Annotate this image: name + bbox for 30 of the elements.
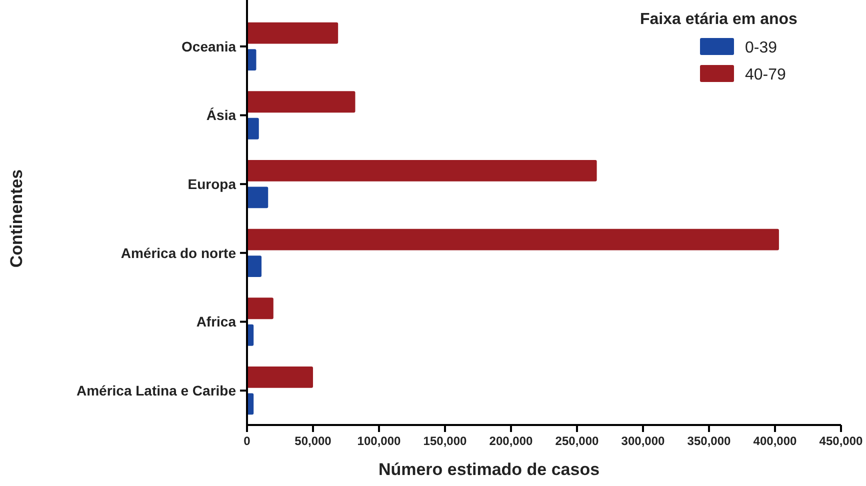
bar	[247, 186, 268, 208]
x-axis-title: Número estimado de casos	[378, 460, 600, 479]
legend-label: 0-39	[745, 40, 778, 57]
bar	[247, 118, 259, 140]
bar	[247, 256, 262, 278]
y-axis-title: Continentes	[7, 169, 26, 268]
x-tick-label: 0	[244, 434, 251, 448]
x-tick-label: 250,000	[555, 434, 600, 448]
x-tick-label: 150,000	[423, 434, 468, 448]
x-tick-label: 300,000	[621, 434, 666, 448]
legend-title: Faixa etária em anos	[640, 11, 798, 28]
y-tick-label: América Latina e Caribe	[76, 382, 236, 398]
x-tick-label: 200,000	[489, 434, 534, 448]
y-tick-label: América do norte	[120, 244, 236, 261]
bar	[247, 298, 274, 320]
bar	[247, 22, 338, 44]
x-tick-label: 50,000	[294, 434, 332, 448]
bar	[247, 160, 597, 182]
y-tick-label: Oceania	[182, 38, 236, 54]
x-tick-label: 450,000	[819, 434, 864, 448]
x-tick-label: 350,000	[687, 434, 732, 448]
y-tick-label: Ásia	[206, 107, 236, 124]
x-tick-label: 100,000	[357, 434, 402, 448]
y-tick-label: Africa	[196, 314, 236, 330]
bar	[247, 366, 313, 388]
bar	[247, 91, 356, 113]
legend-label: 40-79	[745, 66, 786, 84]
bar	[247, 228, 779, 250]
x-tick-label: 400,000	[753, 434, 798, 448]
y-tick-label: Europa	[188, 176, 236, 192]
